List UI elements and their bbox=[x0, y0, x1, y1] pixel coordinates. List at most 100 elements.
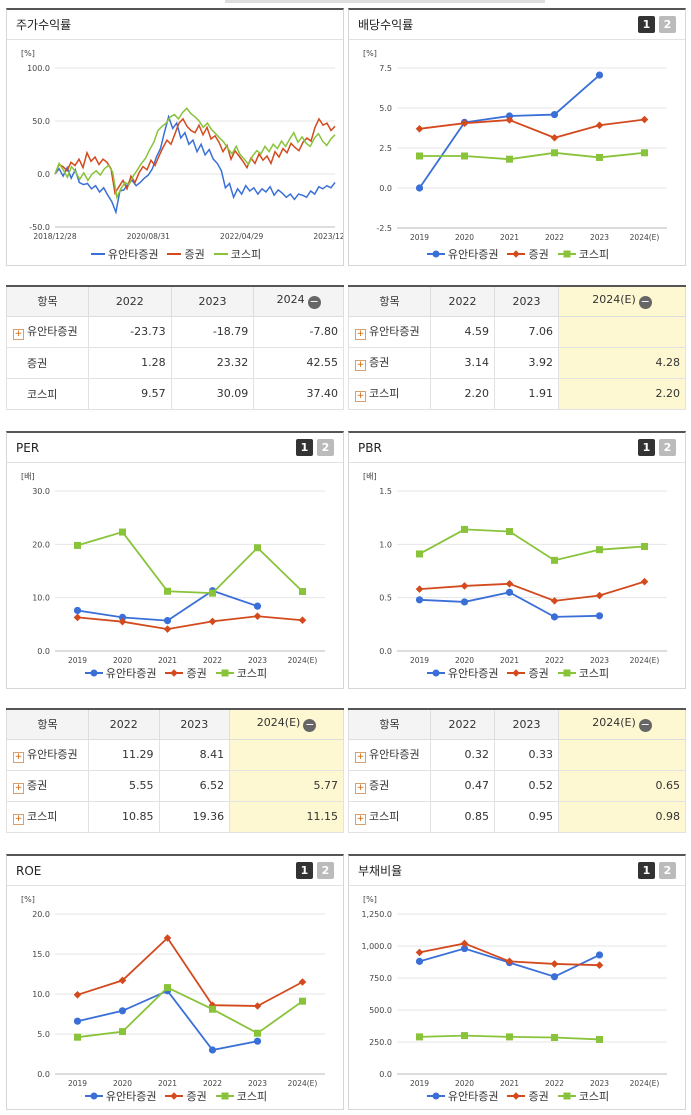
legend-swatch bbox=[507, 250, 526, 258]
table-row: + 유안타증권 11.29 8.41 bbox=[6, 738, 344, 771]
legend-item[interactable]: 증권 bbox=[507, 665, 549, 681]
table-cell: 30.09 bbox=[170, 377, 255, 410]
chart-view-2-button[interactable]: 2 bbox=[659, 862, 676, 879]
data-point bbox=[299, 588, 306, 596]
chart-view-1-button[interactable]: 1 bbox=[638, 862, 655, 879]
expand-row-icon[interactable]: + bbox=[355, 783, 366, 794]
legend-item[interactable]: 코스피 bbox=[557, 246, 609, 262]
collapse-column-icon[interactable]: − bbox=[638, 718, 652, 733]
legend-marker bbox=[221, 669, 229, 677]
chart-view-2-button[interactable]: 2 bbox=[317, 862, 334, 879]
chart-view-2-button[interactable]: 2 bbox=[317, 439, 334, 456]
legend-item[interactable]: 코스피 bbox=[557, 1088, 609, 1104]
unit-label: [%] bbox=[363, 895, 377, 904]
table-row: 증권 1.28 23.32 42.55 bbox=[6, 346, 344, 379]
x-tick-label: 2020 bbox=[113, 656, 132, 665]
chart-legend: 유안타증권 증권 코스피 bbox=[349, 1088, 687, 1104]
y-tick-label: 250.0 bbox=[369, 1038, 392, 1047]
legend-item[interactable]: 코스피 bbox=[213, 246, 261, 262]
chart-view-2-button[interactable]: 2 bbox=[659, 439, 676, 456]
legend-item[interactable]: 유안타증권 bbox=[84, 1088, 156, 1104]
legend-label: 유안타증권 bbox=[447, 248, 499, 261]
table-cell bbox=[229, 738, 344, 771]
series-line bbox=[77, 986, 304, 1039]
x-tick-label: 2020/08/31 bbox=[127, 232, 170, 241]
data-point bbox=[505, 116, 514, 124]
y-tick-label: 0.5 bbox=[379, 594, 392, 603]
legend-item[interactable]: 증권 bbox=[165, 665, 207, 681]
data-point bbox=[641, 149, 648, 157]
data-point bbox=[119, 1028, 126, 1036]
data-point bbox=[164, 587, 171, 595]
series-line bbox=[54, 107, 336, 200]
table-cell: 0.33 bbox=[493, 738, 559, 771]
data-point bbox=[73, 991, 82, 999]
row-label-text: 증권 bbox=[369, 356, 390, 369]
expand-row-icon[interactable]: + bbox=[13, 329, 24, 340]
legend-item[interactable]: 증권 bbox=[167, 246, 205, 262]
row-label-text: 유안타증권 bbox=[27, 748, 78, 761]
legend-item[interactable]: 코스피 bbox=[557, 665, 609, 681]
x-tick-label: 2021 bbox=[158, 1079, 177, 1088]
expand-row-icon[interactable]: + bbox=[13, 783, 24, 794]
column-header-label: 항목 bbox=[379, 295, 400, 309]
data-point bbox=[416, 550, 423, 558]
y-tick-label: 20.0 bbox=[32, 910, 50, 919]
data-point bbox=[550, 960, 559, 968]
chart-view-1-button[interactable]: 1 bbox=[638, 439, 655, 456]
collapse-column-icon[interactable]: − bbox=[307, 295, 321, 310]
expand-row-icon[interactable]: + bbox=[355, 360, 366, 371]
chart-view-2-button[interactable]: 2 bbox=[659, 16, 676, 33]
row-label-text: 증권 bbox=[369, 779, 390, 792]
top-tab-bar bbox=[225, 0, 545, 3]
data-point bbox=[506, 155, 513, 163]
column-header: 2024(E) − bbox=[557, 708, 687, 740]
chart-view-1-button[interactable]: 1 bbox=[296, 862, 313, 879]
legend-label: 증권 bbox=[528, 1090, 549, 1103]
table-cell: 5.55 bbox=[88, 769, 160, 802]
legend-item[interactable]: 유안타증권 bbox=[426, 1088, 498, 1104]
expand-row-icon[interactable]: + bbox=[355, 814, 366, 825]
collapse-column-icon[interactable]: − bbox=[303, 718, 317, 733]
expand-row-icon[interactable]: + bbox=[13, 814, 24, 825]
y-tick-label: 5.0 bbox=[37, 1030, 50, 1039]
expand-row-icon[interactable]: + bbox=[355, 752, 366, 763]
data-point bbox=[551, 556, 558, 564]
x-tick-label: 2019 bbox=[410, 233, 429, 242]
legend-marker bbox=[512, 250, 521, 258]
legend-item[interactable]: 유안타증권 bbox=[426, 246, 499, 262]
chart-legend: 유안타증권 증권 코스피 bbox=[7, 1088, 345, 1104]
series-line bbox=[419, 528, 645, 562]
legend-item[interactable]: 코스피 bbox=[215, 1088, 267, 1104]
legend-item[interactable]: 코스피 bbox=[215, 665, 267, 681]
table-row: + 증권 5.55 6.52 5.77 bbox=[6, 769, 344, 802]
collapse-column-icon[interactable]: − bbox=[638, 295, 652, 310]
chart-view-1-button[interactable]: 1 bbox=[638, 16, 655, 33]
data-point bbox=[640, 115, 649, 124]
row-label: + 코스피 bbox=[348, 800, 431, 833]
column-header: 항목 bbox=[348, 708, 431, 740]
column-header: 항목 bbox=[6, 708, 89, 740]
legend-item[interactable]: 증권 bbox=[507, 1088, 549, 1104]
legend-item[interactable]: 증권 bbox=[165, 1088, 207, 1104]
legend-swatch bbox=[426, 250, 445, 258]
y-tick-label: 1.5 bbox=[379, 487, 392, 496]
x-tick-label: 2021 bbox=[500, 1079, 519, 1088]
x-tick-label: 2018/12/28 bbox=[33, 232, 76, 241]
legend-item[interactable]: 유안타증권 bbox=[84, 665, 156, 681]
expand-row-icon[interactable]: + bbox=[355, 329, 366, 340]
expand-row-icon[interactable]: + bbox=[355, 391, 366, 402]
row-label-text: 코스피 bbox=[27, 810, 58, 823]
x-tick-label: 2019 bbox=[410, 656, 429, 665]
legend-item[interactable]: 유안타증권 bbox=[426, 665, 498, 681]
legend-item[interactable]: 유안타증권 bbox=[90, 246, 158, 262]
x-tick-label: 2022 bbox=[545, 656, 564, 665]
chart-view-1-button[interactable]: 1 bbox=[296, 439, 313, 456]
expand-row-icon[interactable]: + bbox=[13, 752, 24, 763]
table-cell: 3.14 bbox=[430, 346, 495, 379]
legend-item[interactable]: 증권 bbox=[507, 246, 549, 262]
table-cell: 2.20 bbox=[557, 377, 687, 410]
legend-marker bbox=[170, 669, 179, 677]
legend-marker bbox=[221, 1092, 229, 1100]
